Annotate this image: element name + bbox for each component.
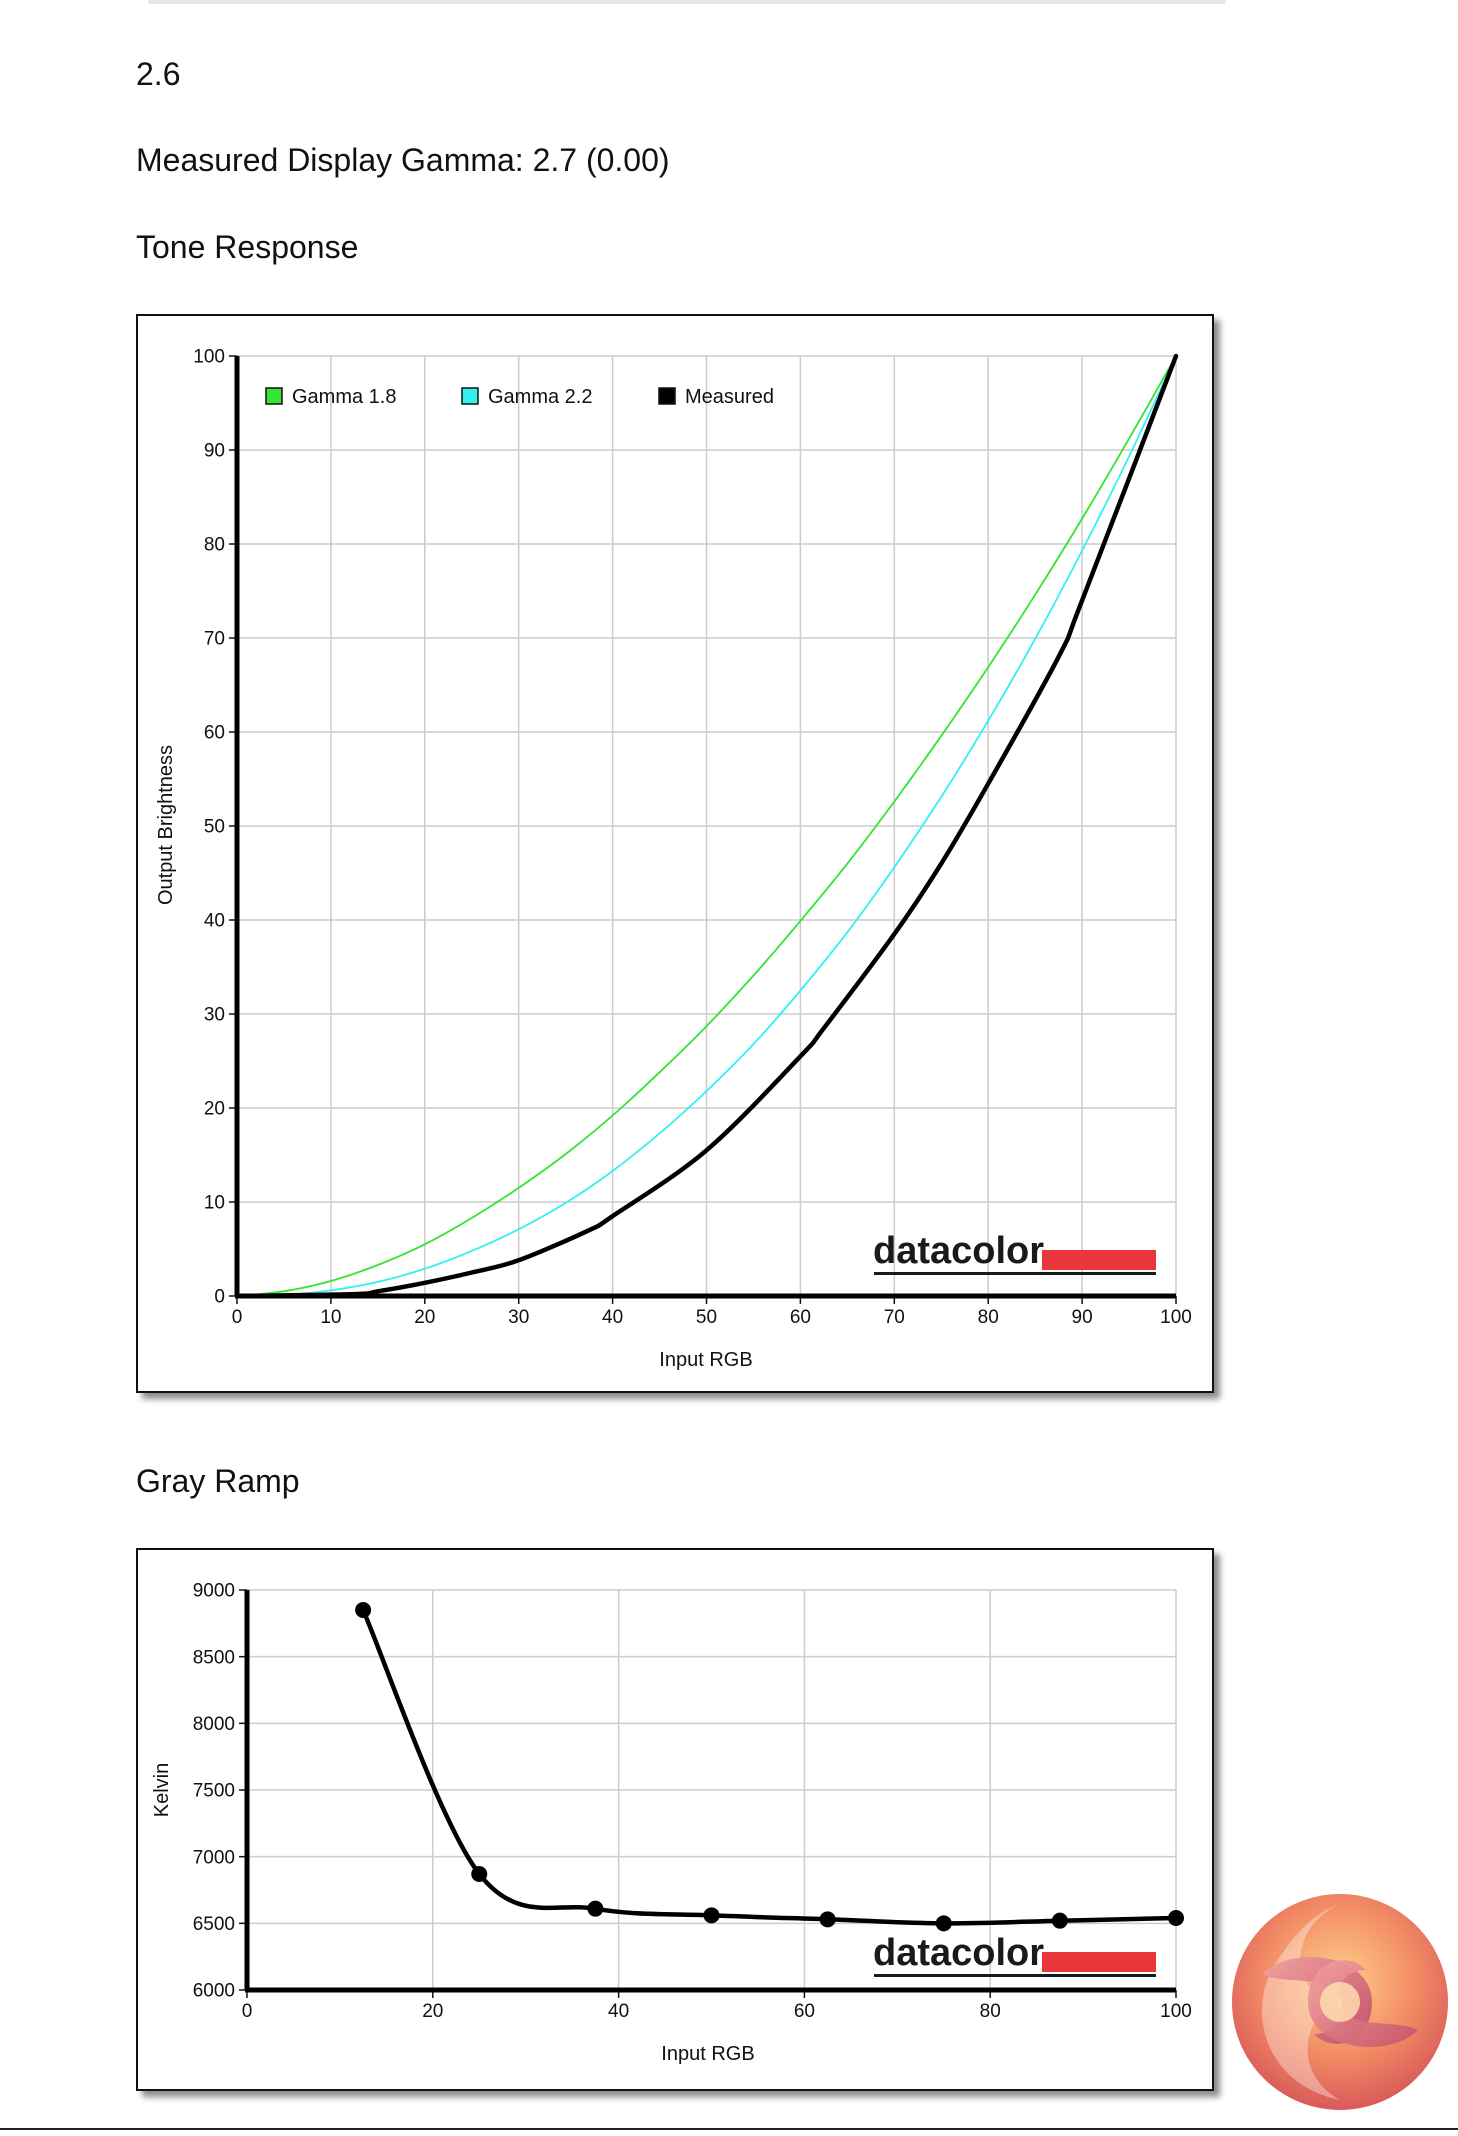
y-tick-label: 90 <box>204 441 225 462</box>
datacolor-red-bar <box>1042 1952 1156 1972</box>
x-tick-label: 70 <box>884 1307 905 1328</box>
kelvin-line <box>360 1607 1179 1926</box>
y-tick-label: 7500 <box>193 1781 235 1802</box>
legend-label: Gamma 2.2 <box>488 386 592 408</box>
x-tick-label: 80 <box>978 1307 999 1328</box>
y-tick-label: 0 <box>214 1287 225 1308</box>
datacolor-underline <box>874 1272 1156 1275</box>
x-tick-label: 0 <box>232 1307 243 1328</box>
kelvin-point <box>355 1602 372 1618</box>
kelvin-point <box>703 1907 720 1924</box>
tone-response-title: Tone Response <box>136 229 359 265</box>
tone-grid <box>236 355 1177 1297</box>
legend-item: Gamma 2.2 <box>461 386 592 408</box>
x-tick-label: 30 <box>508 1307 529 1328</box>
datacolor-underline <box>874 1974 1156 1977</box>
gray-y-axis-label: Kelvin <box>151 1763 173 1817</box>
x-tick-label: 20 <box>414 1307 435 1328</box>
y-tick-label: 6500 <box>193 1914 235 1935</box>
legend-swatch <box>265 387 283 405</box>
legend-item: Gamma 1.8 <box>265 386 396 408</box>
y-tick-label: 8000 <box>193 1714 235 1735</box>
x-tick-label: 90 <box>1072 1307 1093 1328</box>
y-tick-label: 60 <box>204 723 225 744</box>
x-tick-label: 60 <box>794 2001 815 2022</box>
gray-ramp-plot: 0 20 40 60 80 100 6000 6500 7000 7500 8000 8500 9000… <box>151 1581 1192 2065</box>
y-tick-label: 7000 <box>193 1847 235 1868</box>
gray-x-axis-label: Input RGB <box>661 2043 754 2065</box>
x-tick-label: 20 <box>422 2001 443 2022</box>
y-tick-label: 20 <box>204 1099 225 1120</box>
bottom-divider <box>0 2128 1458 2130</box>
tone-axes <box>229 355 1177 1304</box>
y-tick-label: 50 <box>204 817 225 838</box>
kelvin-point <box>1168 1910 1184 1926</box>
top-divider <box>148 0 1226 4</box>
y-tick-label: 30 <box>204 1005 225 1026</box>
x-tick-label: 100 <box>1160 1307 1192 1328</box>
x-tick-label: 0 <box>242 2001 253 2022</box>
x-tick-label: 40 <box>608 2001 629 2022</box>
tone-response-chart: 0 10 20 30 40 50 60 70 80 90 100 0 10 20 30 40 50 60 70 80 9… <box>136 314 1214 1393</box>
gray-axes <box>239 1589 1177 1998</box>
gray-grid <box>246 1589 1177 1991</box>
site-logo-icon <box>1232 1894 1448 2110</box>
x-tick-label: 100 <box>1160 2001 1192 2022</box>
datacolor-wordmark: datacolor <box>873 1230 1044 1272</box>
tone-response-plot: 0 10 20 30 40 50 60 70 80 90 100 0 10 20 30 40 50 60 70 80 9… <box>155 347 1192 1371</box>
kelvin-point <box>471 1866 488 1882</box>
y-tick-label: 80 <box>204 535 225 556</box>
legend-swatch <box>461 387 479 405</box>
tone-tick-labels: 0 10 20 30 40 50 60 70 80 90 100 0 10 20 30 40 50 60 70 80 9… <box>193 347 1192 1328</box>
kelvin-point <box>587 1900 604 1917</box>
y-tick-label: 8500 <box>193 1647 235 1668</box>
tone-series-group <box>234 353 1179 1299</box>
legend-label: Measured <box>685 386 774 408</box>
gray-tick-labels: 0 20 40 60 80 100 6000 6500 7000 7500 8000 8500 9000 <box>193 1581 1192 2022</box>
gray-series-group <box>355 1602 1184 1932</box>
tone-y-axis-label: Output Brightness <box>155 745 177 905</box>
kelvin-point <box>1051 1912 1068 1929</box>
tone-watermark: datacolor <box>873 1230 1156 1275</box>
series-line-gamma-2-2 <box>236 355 1177 1297</box>
x-tick-label: 10 <box>320 1307 341 1328</box>
tone-x-axis-label: Input RGB <box>659 1349 752 1371</box>
kelvin-point <box>819 1911 836 1928</box>
y-tick-label: 100 <box>193 347 225 368</box>
series-line-gamma-1-8 <box>236 355 1177 1297</box>
gray-watermark: datacolor <box>873 1932 1156 1977</box>
x-tick-label: 40 <box>602 1307 623 1328</box>
kelvin-point <box>935 1915 952 1932</box>
series-line-measured <box>234 353 1179 1299</box>
measured-gamma-label: Measured Display Gamma: 2.7 (0.00) <box>136 142 670 178</box>
datacolor-red-bar <box>1042 1250 1156 1270</box>
tone-legend: Gamma 1.8 Gamma 2.2 Measured <box>265 386 774 408</box>
gray-ramp-title: Gray Ramp <box>136 1463 300 1499</box>
legend-swatch <box>658 387 676 405</box>
gamma-value-heading: 2.6 <box>136 56 181 92</box>
x-tick-label: 50 <box>696 1307 717 1328</box>
y-tick-label: 10 <box>204 1193 225 1214</box>
y-tick-label: 70 <box>204 629 225 650</box>
x-tick-label: 80 <box>980 2001 1001 2022</box>
gray-ramp-chart: 0 20 40 60 80 100 6000 6500 7000 7500 8000 8500 9000… <box>136 1548 1214 2091</box>
y-tick-label: 6000 <box>193 1981 235 2002</box>
legend-item: Measured <box>658 386 774 408</box>
y-tick-label: 9000 <box>193 1581 235 1602</box>
y-tick-label: 40 <box>204 911 225 932</box>
x-tick-label: 60 <box>790 1307 811 1328</box>
legend-label: Gamma 1.8 <box>292 386 396 408</box>
datacolor-wordmark: datacolor <box>873 1932 1044 1974</box>
